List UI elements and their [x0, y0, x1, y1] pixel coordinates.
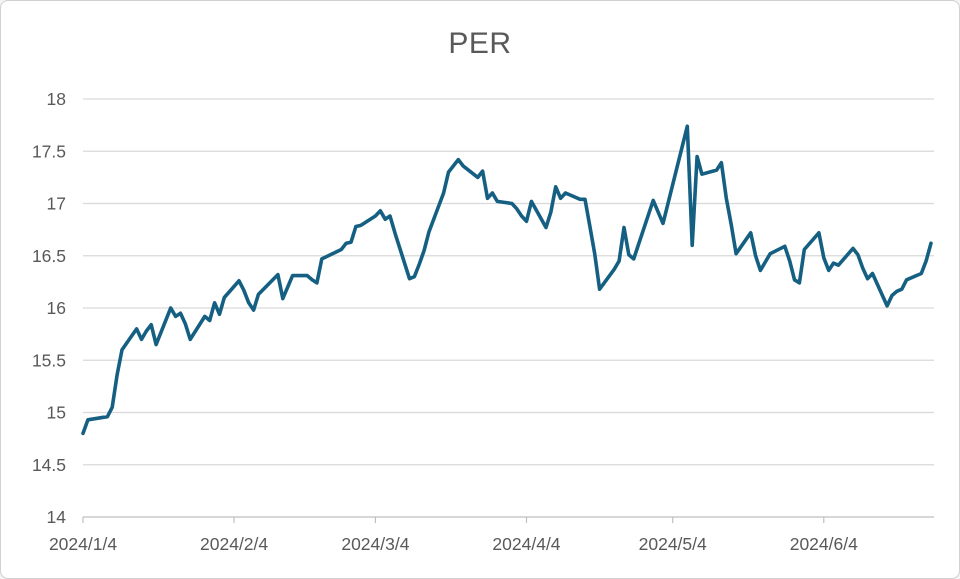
y-axis-tick-label: 17 — [47, 194, 66, 214]
x-axis-tick-label: 2024/5/4 — [639, 534, 707, 554]
y-axis-tick-label: 14 — [47, 507, 67, 527]
y-axis-tick-label: 14.5 — [32, 455, 66, 475]
x-axis-tick-label: 2024/2/4 — [200, 534, 268, 554]
x-axis-tick-label: 2024/6/4 — [790, 534, 858, 554]
per-series-line — [81, 124, 933, 436]
y-axis-tick-label: 15.5 — [32, 350, 66, 370]
x-axis-tick-label: 2024/4/4 — [492, 534, 560, 554]
x-axis-tick-label: 2024/3/4 — [341, 534, 409, 554]
chart-title: PER — [448, 27, 512, 60]
y-axis-tick-label: 15 — [47, 403, 66, 423]
y-axis-tick-label: 17.5 — [32, 141, 66, 161]
x-axis-tick-label: 2024/1/4 — [49, 534, 117, 554]
y-axis-tick-label: 16.5 — [32, 246, 66, 266]
y-axis-tick-label: 16 — [47, 298, 66, 318]
y-axis-tick-label: 18 — [47, 89, 66, 109]
